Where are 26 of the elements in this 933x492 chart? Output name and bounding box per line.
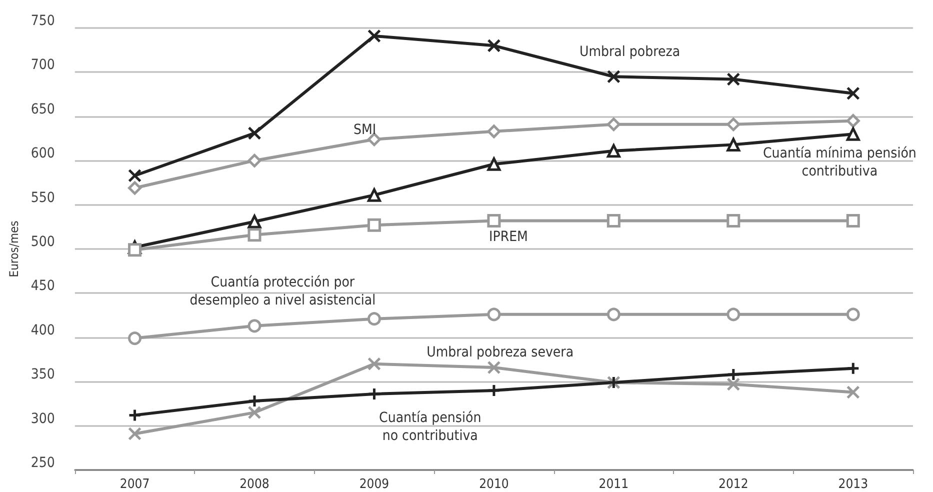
- y-tick-label: 400: [30, 322, 55, 338]
- y-tick-label: 450: [30, 278, 55, 294]
- x-tick-label: 2012: [718, 477, 748, 492]
- x-tick-label: 2013: [838, 477, 868, 492]
- x-tick-label: 2010: [479, 477, 509, 492]
- y-tick-label: 700: [30, 57, 55, 74]
- annotation: Cuantía mínima pensión contributiva: [763, 145, 916, 180]
- x-tick-label: 2009: [359, 477, 390, 492]
- x-tick-label: 2008: [240, 477, 270, 492]
- y-tick-label: 650: [30, 101, 55, 118]
- annotation: Cuantía pensión no contributiva: [379, 410, 482, 444]
- y-tick-label: 750: [30, 13, 55, 29]
- annotation: Umbral pobreza severa: [426, 344, 574, 360]
- x-tick-label: 2011: [598, 477, 629, 492]
- annotation: Umbral pobreza: [580, 44, 680, 60]
- y-axis-title: Euros/mes: [7, 220, 21, 278]
- y-tick-label: 350: [30, 366, 55, 383]
- annotation: SMI: [354, 122, 376, 138]
- y-tick-label: 300: [30, 410, 55, 427]
- y-tick-label: 500: [30, 234, 55, 250]
- x-tick-label: 2007: [120, 477, 150, 492]
- y-tick-label: 250: [30, 455, 55, 471]
- y-tick-label: 600: [30, 146, 55, 162]
- y-tick-label: 550: [30, 190, 55, 206]
- annotation: Cuantía protección por desempleo a nivel asistencial: [190, 274, 376, 308]
- annotation: IPREM: [489, 229, 528, 246]
